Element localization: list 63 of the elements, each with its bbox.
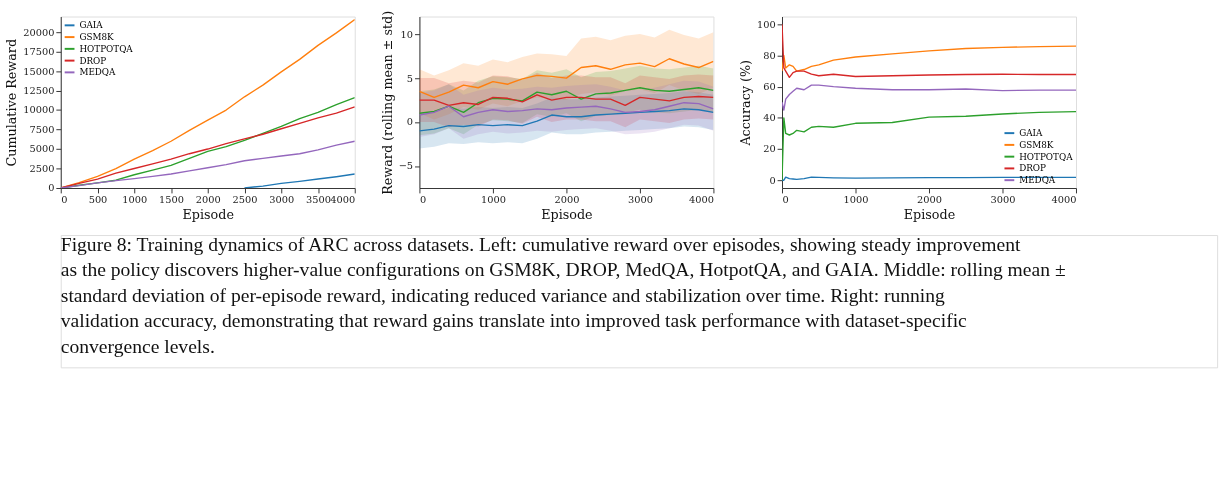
legend-label: DROP [1019,163,1047,174]
legend-label: MEDQA [79,67,117,78]
y-tick-label: 10 [400,28,414,40]
x-tick-label: 3000 [269,194,295,206]
line-series [419,87,714,114]
y-axis-title: Accuracy (%) [738,59,754,147]
legend-label: GAIA [1019,128,1044,139]
y-tick-label: 15000 [23,65,55,77]
x-tick-label: 0 [419,194,427,206]
y-tick-label: 100 [756,18,776,30]
y-tick-label: 0 [48,182,55,194]
y-tick-label: 17500 [23,46,55,58]
line-series [782,84,1076,111]
y-tick-label: 20000 [23,26,55,38]
y-tick-label: 2500 [29,162,55,174]
y-tick-label: 5000 [29,143,55,155]
y-tick-label: 80 [763,49,776,61]
line-series [419,94,714,107]
y-axis-title: Reward (rolling mean ± std) [379,10,395,195]
legend-label: GAIA [79,20,104,31]
y-tick-label: −5 [398,160,414,172]
x-tick-label: 500 [88,194,108,206]
x-tick-label: 1000 [122,194,148,206]
legend-label: MEDQA [1019,175,1056,186]
y-tick-label: 40 [763,112,776,124]
x-tick-label: 0 [61,194,68,206]
legend-label: GSM8K [1019,139,1054,150]
x-tick-label: 1000 [480,194,506,206]
line-series [419,58,714,99]
y-tick-label: 10000 [23,104,55,116]
x-axis-title: Episode [182,206,234,222]
y-tick-label: 0 [406,116,414,128]
x-tick-label: 4000 [689,194,714,206]
y-tick-label: 0 [769,174,776,186]
y-tick-label: 7500 [29,123,55,135]
line-series [419,108,714,132]
x-tick-label: 4000 [330,194,356,206]
y-tick-label: 20 [763,143,776,155]
x-tick-label: 1000 [843,194,869,206]
y-tick-label: 60 [763,81,776,93]
x-tick-label: 2000 [554,194,580,206]
x-tick-label: 4000 [1051,194,1077,206]
legend-label: HOTPOTQA [79,43,134,54]
x-axis-title: Episode [541,206,593,222]
x-tick-label: 3000 [990,194,1016,206]
line-series [243,173,355,189]
x-tick-label: 0 [782,194,789,206]
x-tick-label: 2000 [195,194,221,206]
y-tick-label: 5 [406,72,414,84]
x-tick-label: 2000 [917,194,942,206]
x-axis-title: Episode [903,206,956,222]
y-tick-label: 12500 [23,85,55,96]
x-tick-label: 1500 [159,194,184,206]
line-series [782,45,1076,72]
x-tick-label: 3500 [306,194,331,206]
legend-label: HOTPOTQA [1019,151,1074,162]
caption: Figure 8: Training dynamics of ARC across datasets. Left: cumulative reward over episodes, showing steady improvement as the policy discovers higher-value configurations on GSM8K, DROP, MedQA, HotpotQA, and GAIA. Middle: rolling mean ± standard deviation of per-episode reward, indicating reduced variance and stabilization over time. Right: running validation accuracy, demonstrating that reward gains translate into improved task performance with dataset-specific convergence levels. [60,233,1066,357]
y-axis-title: Cumulative Reward [4,38,20,167]
line-series [419,102,714,118]
legend-label: DROP [79,55,107,66]
x-tick-label: 2500 [232,194,258,206]
x-tick-label: 3000 [627,194,653,206]
legend-label: GSM8K [79,32,115,43]
